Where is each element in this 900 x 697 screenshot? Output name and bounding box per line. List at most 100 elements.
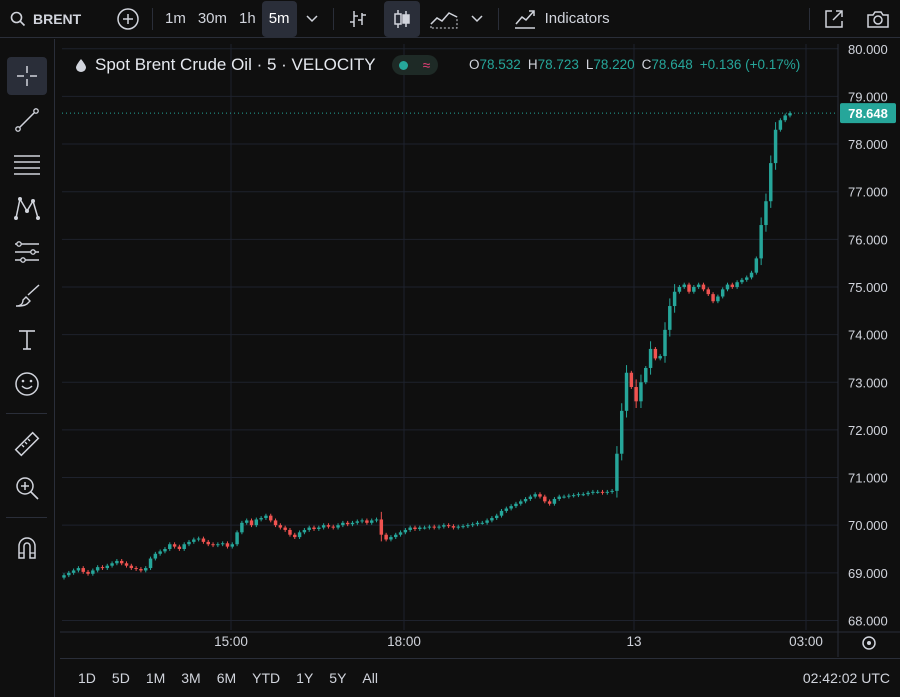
candle-body	[389, 537, 393, 540]
bars-chart-type-button[interactable]	[340, 0, 376, 38]
candle-body	[192, 539, 196, 542]
toolbar-divider	[332, 7, 334, 30]
area-chart-icon	[430, 11, 458, 28]
range-ytd[interactable]: YTD	[252, 670, 281, 686]
open-in-new-window-button[interactable]	[816, 0, 852, 38]
candle-body	[288, 529, 292, 535]
candle-body	[475, 522, 480, 525]
pattern-tool[interactable]	[7, 189, 47, 227]
candle-body	[148, 558, 153, 569]
candle-body	[480, 522, 485, 524]
range-1d[interactable]: 1D	[78, 670, 96, 686]
indicators-button[interactable]: Indicators	[505, 0, 618, 38]
interval-1m[interactable]: 1m	[165, 10, 186, 27]
utc-clock[interactable]: 02:42:02 UTC	[802, 670, 890, 686]
candle-body	[519, 501, 523, 504]
candles-chart-type-button[interactable]	[383, 0, 420, 37]
range-5d[interactable]: 5D	[111, 670, 130, 686]
range-1m[interactable]: 1M	[145, 670, 166, 686]
candle-body	[615, 453, 619, 491]
range-6m[interactable]: 6M	[216, 670, 237, 686]
candle-body	[384, 534, 388, 540]
candle-body	[773, 129, 778, 164]
emoji-tool[interactable]	[7, 365, 47, 403]
range-all[interactable]: All	[362, 670, 378, 686]
candle-body	[408, 527, 412, 530]
candle-body	[134, 568, 138, 570]
candle-body	[610, 490, 614, 492]
candle-body	[139, 569, 143, 571]
range-3m[interactable]: 3M	[181, 670, 201, 686]
candle-body	[158, 551, 162, 554]
interval-1h[interactable]: 1h	[239, 10, 256, 27]
camera-icon	[867, 11, 889, 28]
price-tick-label: 72.000	[848, 423, 888, 438]
top-toolbar: BRENT 1m 30m 1h 5m Indicators	[0, 0, 900, 38]
compare-symbol-button[interactable]	[110, 0, 146, 38]
candle-body	[264, 515, 268, 519]
crosshair-tool[interactable]	[7, 57, 47, 95]
high-value: 78.723	[537, 57, 579, 72]
candle-body	[302, 529, 307, 533]
candle-body	[312, 527, 316, 529]
candle-body	[201, 538, 206, 542]
price-tick-label: 70.000	[848, 518, 888, 533]
interval-5m[interactable]: 5m	[261, 0, 297, 37]
candle-body	[629, 372, 634, 388]
candle-body	[394, 534, 398, 538]
candle-body	[297, 532, 302, 538]
candle-body	[95, 567, 100, 571]
candle-body	[119, 560, 124, 564]
ruler-icon	[14, 431, 40, 457]
zoom-in-tool[interactable]	[7, 469, 47, 507]
time-tick-label: 15:00	[214, 634, 248, 649]
candle-body	[283, 527, 287, 530]
range-5y[interactable]: 5Y	[329, 670, 347, 686]
interval-30m[interactable]: 30m	[197, 10, 228, 27]
candle-body	[254, 519, 259, 526]
trend-line-tool[interactable]	[7, 101, 47, 139]
candle-body	[720, 289, 725, 297]
candle-body	[644, 367, 648, 383]
measure-tool[interactable]	[7, 425, 47, 463]
candle-body	[91, 570, 95, 574]
candle-body	[514, 503, 518, 507]
forecasting-tool[interactable]	[7, 233, 47, 271]
trend-line-icon	[15, 108, 39, 132]
candle-body	[562, 496, 566, 498]
toolbar-divider	[497, 7, 499, 30]
brush-icon	[15, 284, 40, 307]
screenshot-button[interactable]	[860, 0, 896, 38]
interval-dropdown-button[interactable]	[297, 0, 327, 38]
candle-body	[442, 525, 446, 527]
magnet-tool[interactable]	[7, 529, 47, 567]
market-status-toggle[interactable]: ≈	[391, 55, 438, 75]
fib-retracement-tool[interactable]	[7, 145, 47, 183]
brush-tool[interactable]	[7, 277, 47, 315]
toolbar-divider	[152, 7, 153, 30]
candle-body	[557, 496, 561, 499]
area-chart-type-button[interactable]	[426, 0, 462, 38]
chart-type-dropdown-button[interactable]	[462, 0, 492, 38]
last-price-badge	[840, 103, 896, 124]
candle-body	[677, 286, 682, 292]
candle-body	[196, 538, 201, 540]
text-tool[interactable]	[7, 321, 47, 359]
candle-body	[293, 534, 297, 538]
candle-body	[374, 519, 379, 521]
candle-body	[163, 549, 167, 552]
price-tick-label: 80.000	[848, 42, 888, 57]
candle-body	[648, 348, 653, 368]
candle-body	[206, 541, 210, 545]
candle-body	[725, 284, 730, 290]
candle-body	[259, 518, 263, 520]
candle-body	[461, 526, 465, 528]
candle-body	[105, 565, 110, 569]
candle-body	[658, 356, 662, 359]
range-1y[interactable]: 1Y	[296, 670, 314, 686]
candle-body	[769, 163, 773, 202]
candle-body	[600, 491, 605, 493]
symbol-search-button[interactable]: BRENT	[0, 0, 110, 38]
candle-body	[76, 568, 81, 571]
